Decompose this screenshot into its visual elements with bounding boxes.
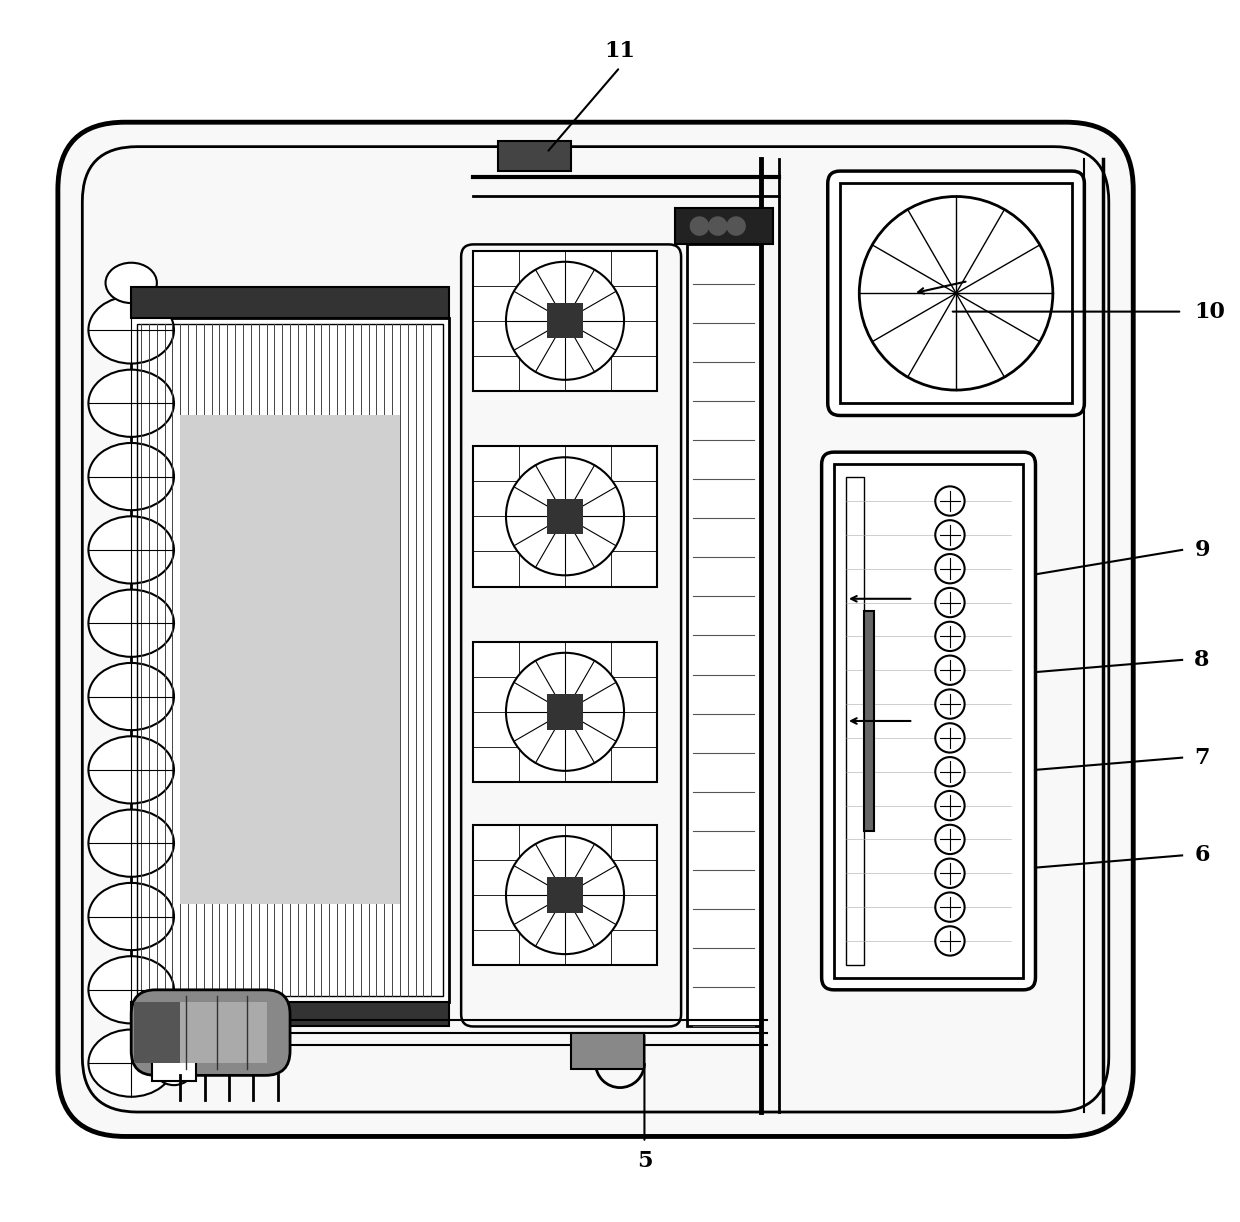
- Bar: [687, 244, 760, 1026]
- Bar: [547, 303, 583, 338]
- Text: 11: 11: [605, 40, 635, 62]
- Circle shape: [935, 859, 965, 888]
- Ellipse shape: [88, 957, 174, 1024]
- Circle shape: [153, 1041, 196, 1085]
- Bar: [839, 183, 1073, 403]
- FancyBboxPatch shape: [828, 171, 1084, 415]
- Bar: [547, 499, 583, 534]
- Bar: [180, 415, 401, 904]
- Bar: [846, 477, 864, 965]
- Text: 7: 7: [1194, 747, 1210, 769]
- Text: 8: 8: [1194, 649, 1210, 671]
- Ellipse shape: [88, 809, 174, 877]
- Ellipse shape: [88, 882, 174, 951]
- Text: 6: 6: [1194, 844, 1210, 866]
- Circle shape: [935, 486, 965, 516]
- Bar: [474, 825, 657, 965]
- Ellipse shape: [88, 736, 174, 804]
- Circle shape: [935, 892, 965, 921]
- Circle shape: [935, 926, 965, 956]
- Bar: [131, 1002, 449, 1026]
- Bar: [474, 446, 657, 587]
- Bar: [134, 1002, 181, 1063]
- FancyBboxPatch shape: [58, 122, 1133, 1136]
- Bar: [864, 611, 874, 831]
- Bar: [474, 251, 657, 391]
- Ellipse shape: [105, 263, 157, 303]
- Ellipse shape: [88, 297, 174, 364]
- Ellipse shape: [88, 589, 174, 657]
- Bar: [131, 318, 449, 1002]
- Bar: [833, 464, 1023, 978]
- Circle shape: [506, 836, 624, 954]
- Circle shape: [935, 791, 965, 820]
- FancyBboxPatch shape: [822, 452, 1035, 990]
- Circle shape: [935, 521, 965, 550]
- Circle shape: [935, 554, 965, 583]
- Circle shape: [859, 197, 1053, 390]
- Ellipse shape: [88, 442, 174, 511]
- Circle shape: [506, 653, 624, 771]
- Text: 5: 5: [636, 1150, 652, 1172]
- Circle shape: [935, 723, 965, 753]
- Circle shape: [935, 622, 965, 651]
- Circle shape: [708, 216, 728, 236]
- Circle shape: [689, 216, 709, 236]
- Circle shape: [935, 758, 965, 787]
- Bar: [547, 877, 583, 913]
- Bar: [180, 1002, 268, 1063]
- Ellipse shape: [88, 1029, 174, 1097]
- Circle shape: [935, 655, 965, 684]
- Bar: [131, 287, 449, 318]
- Circle shape: [506, 457, 624, 576]
- Bar: [572, 1033, 645, 1069]
- FancyBboxPatch shape: [131, 990, 290, 1075]
- Circle shape: [935, 588, 965, 617]
- Bar: [547, 694, 583, 730]
- Bar: [474, 642, 657, 782]
- Bar: [675, 208, 773, 244]
- Circle shape: [506, 262, 624, 380]
- Circle shape: [935, 689, 965, 719]
- Text: 10: 10: [1194, 301, 1225, 323]
- Ellipse shape: [88, 369, 174, 437]
- Ellipse shape: [88, 662, 174, 730]
- Bar: [138, 324, 443, 996]
- Text: 9: 9: [1194, 539, 1210, 561]
- Bar: [153, 1051, 196, 1081]
- Circle shape: [727, 216, 746, 236]
- Ellipse shape: [88, 516, 174, 583]
- Circle shape: [935, 825, 965, 854]
- Bar: [497, 141, 572, 171]
